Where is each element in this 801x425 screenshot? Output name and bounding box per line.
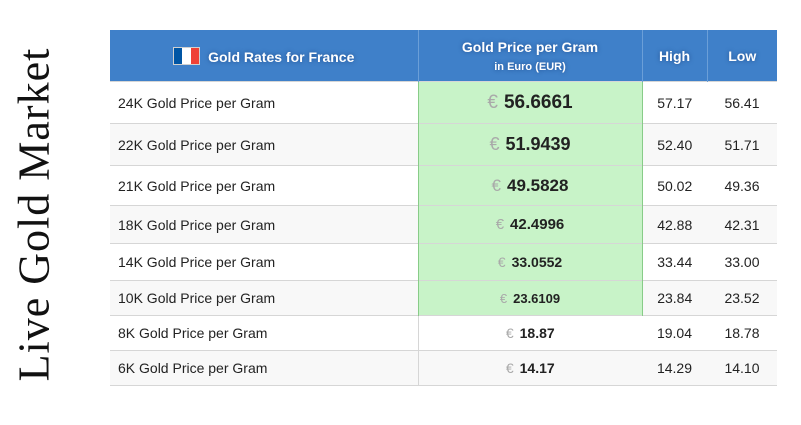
- low-value: 42.31: [707, 205, 777, 244]
- low-value: 33.00: [707, 243, 777, 281]
- price-cell: €14.17: [417, 350, 642, 386]
- flag-white-stripe: [182, 47, 191, 64]
- country-header: Gold Rates for France: [110, 30, 418, 82]
- euro-icon: €: [505, 325, 514, 341]
- karat-label: 22K Gold Price per Gram: [110, 123, 418, 166]
- table-row: 22K Gold Price per Gram €51.9439 52.40 51.7…: [110, 123, 777, 166]
- price-header-sublabel: in Euro (EUR): [494, 60, 566, 73]
- table-row: 21K Gold Price per Gram €49.5828 50.02 49.3…: [110, 165, 777, 206]
- high-value: 52.40: [642, 123, 707, 166]
- low-header: Low: [706, 30, 777, 82]
- euro-icon: €: [499, 290, 508, 306]
- high-value: 42.88: [642, 205, 707, 244]
- table-row: 6K Gold Price per Gram €14.17 14.29 14.10: [110, 350, 777, 386]
- karat-label: 6K Gold Price per Gram: [110, 350, 418, 386]
- price-value: 56.6661: [503, 91, 573, 113]
- low-value: 49.36: [707, 165, 777, 206]
- karat-label: 24K Gold Price per Gram: [110, 81, 418, 124]
- price-cell: €18.87: [417, 315, 642, 351]
- karat-label: 14K Gold Price per Gram: [110, 243, 418, 281]
- price-value: 33.0552: [511, 254, 563, 270]
- karat-label: 18K Gold Price per Gram: [110, 205, 418, 244]
- price-value: 42.4996: [510, 216, 565, 233]
- euro-icon: €: [505, 360, 514, 376]
- table-row: 24K Gold Price per Gram €56.6661 57.17 56.4…: [110, 81, 777, 124]
- euro-icon: €: [495, 216, 505, 233]
- table-header-row: Gold Rates for France Gold Price per Gra…: [110, 30, 777, 82]
- table-row: 10K Gold Price per Gram €23.6109 23.84 23.5…: [110, 280, 777, 316]
- price-cell: €42.4996: [417, 205, 643, 244]
- low-value: 56.41: [707, 81, 777, 124]
- france-flag-icon: [173, 46, 201, 65]
- high-value: 19.04: [642, 315, 707, 351]
- country-header-label: Gold Rates for France: [208, 48, 355, 65]
- karat-label: 21K Gold Price per Gram: [110, 165, 418, 206]
- price-cell: €33.0552: [417, 243, 643, 281]
- karat-label: 8K Gold Price per Gram: [110, 315, 418, 351]
- price-cell: €23.6109: [417, 280, 643, 316]
- price-header: Gold Price per Gram in Euro (EUR): [417, 30, 642, 82]
- euro-icon: €: [491, 175, 501, 195]
- euro-icon: €: [497, 254, 506, 270]
- price-value: 14.17: [519, 360, 555, 376]
- side-title: Live Gold Market: [10, 20, 59, 408]
- table-row: 14K Gold Price per Gram €33.0552 33.44 33.0…: [110, 243, 777, 281]
- price-cell: €49.5828: [417, 165, 643, 206]
- low-value: 14.10: [707, 350, 777, 386]
- low-value: 18.78: [707, 315, 777, 351]
- price-cell: €51.9439: [417, 123, 643, 166]
- euro-icon: €: [487, 91, 498, 113]
- karat-label: 10K Gold Price per Gram: [110, 280, 418, 316]
- price-value: 49.5828: [507, 175, 569, 195]
- side-title-text: Live Gold Market: [9, 47, 59, 381]
- high-value: 33.44: [642, 243, 707, 281]
- high-header: High: [641, 30, 707, 82]
- low-value: 23.52: [707, 280, 777, 316]
- table-row: 8K Gold Price per Gram €18.87 19.04 18.78: [110, 315, 777, 351]
- price-cell: €56.6661: [417, 81, 643, 124]
- flag-red-stripe: [190, 47, 200, 64]
- price-value: 18.87: [519, 325, 555, 341]
- high-value: 50.02: [642, 165, 707, 206]
- low-value: 51.71: [707, 123, 777, 166]
- price-value: 23.6109: [513, 290, 561, 306]
- table-row: 18K Gold Price per Gram €42.4996 42.88 42.3…: [110, 205, 777, 244]
- euro-icon: €: [489, 134, 500, 154]
- gold-rates-table: Gold Rates for France Gold Price per Gra…: [110, 30, 777, 386]
- price-value: 51.9439: [505, 134, 571, 154]
- high-value: 14.29: [642, 350, 707, 386]
- price-header-label: Gold Price per Gram: [461, 38, 599, 55]
- flag-blue-stripe: [174, 47, 183, 64]
- high-value: 23.84: [642, 280, 707, 316]
- high-value: 57.17: [642, 81, 707, 124]
